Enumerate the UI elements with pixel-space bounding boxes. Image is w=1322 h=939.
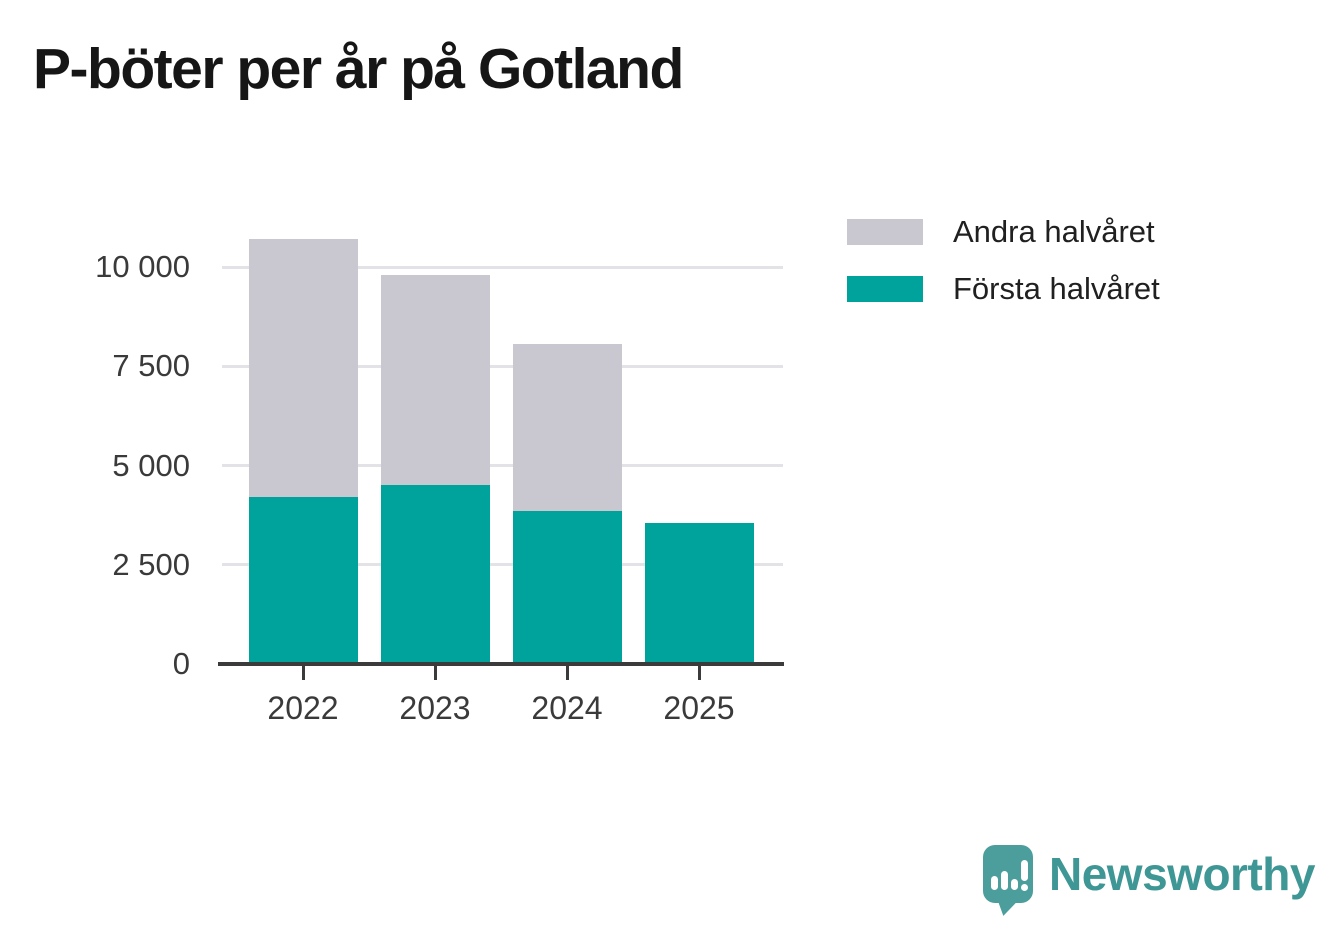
newsworthy-logo: Newsworthy <box>983 845 1315 918</box>
legend-label: Andra halvåret <box>953 214 1155 249</box>
bar-segment-first-half <box>248 497 358 664</box>
newsworthy-wordmark: Newsworthy <box>1049 848 1315 900</box>
legend-swatch-second-half <box>847 219 923 245</box>
bar-segment-first-half <box>512 511 622 664</box>
bar-segment-second-half <box>512 344 622 512</box>
x-axis-line <box>218 662 784 666</box>
y-axis-label: 2 500 <box>112 546 190 582</box>
y-axis-label: 10 000 <box>95 249 190 284</box>
y-axis-label: 0 <box>172 646 190 681</box>
legend-label: Första halvåret <box>953 271 1160 306</box>
x-axis-tick <box>565 666 569 680</box>
bar-segment-second-half <box>248 239 358 498</box>
logo-exclamation-icon <box>1021 860 1028 881</box>
x-axis-tick <box>433 666 437 680</box>
bar-segment-second-half <box>380 274 490 486</box>
x-axis-tick <box>697 666 701 680</box>
bar-segment-first-half <box>644 523 754 664</box>
logo-bar-icon <box>1001 871 1008 890</box>
gridline <box>222 464 783 467</box>
logo-exclamation-dot-icon <box>1021 884 1028 891</box>
x-axis-label: 2025 <box>663 690 735 726</box>
x-axis-label: 2022 <box>267 690 339 726</box>
legend-swatch-first-half <box>847 276 923 302</box>
bar-segment-first-half <box>380 485 490 664</box>
chart-title: P-böter per år på Gotland <box>33 37 684 101</box>
legend-item-andra-halvaret: Andra halvåret <box>847 214 1160 249</box>
gridline <box>222 364 783 368</box>
logo-bar-icon <box>1011 879 1018 890</box>
logo-bar-icon <box>991 876 998 890</box>
y-axis-label: 5 000 <box>112 447 190 483</box>
x-axis-tick <box>301 666 305 680</box>
gridline <box>222 265 783 269</box>
x-axis-label: 2024 <box>531 690 603 726</box>
speech-bubble-tail-icon <box>993 898 1017 918</box>
y-axis-label: 7 500 <box>112 348 190 384</box>
gridline <box>222 563 783 567</box>
legend-item-forsta-halvaret: Första halvåret <box>847 271 1160 306</box>
x-axis-label: 2023 <box>399 690 471 726</box>
legend: Andra halvåret Första halvåret <box>847 214 1160 333</box>
newsworthy-logo-icon <box>983 845 1033 918</box>
